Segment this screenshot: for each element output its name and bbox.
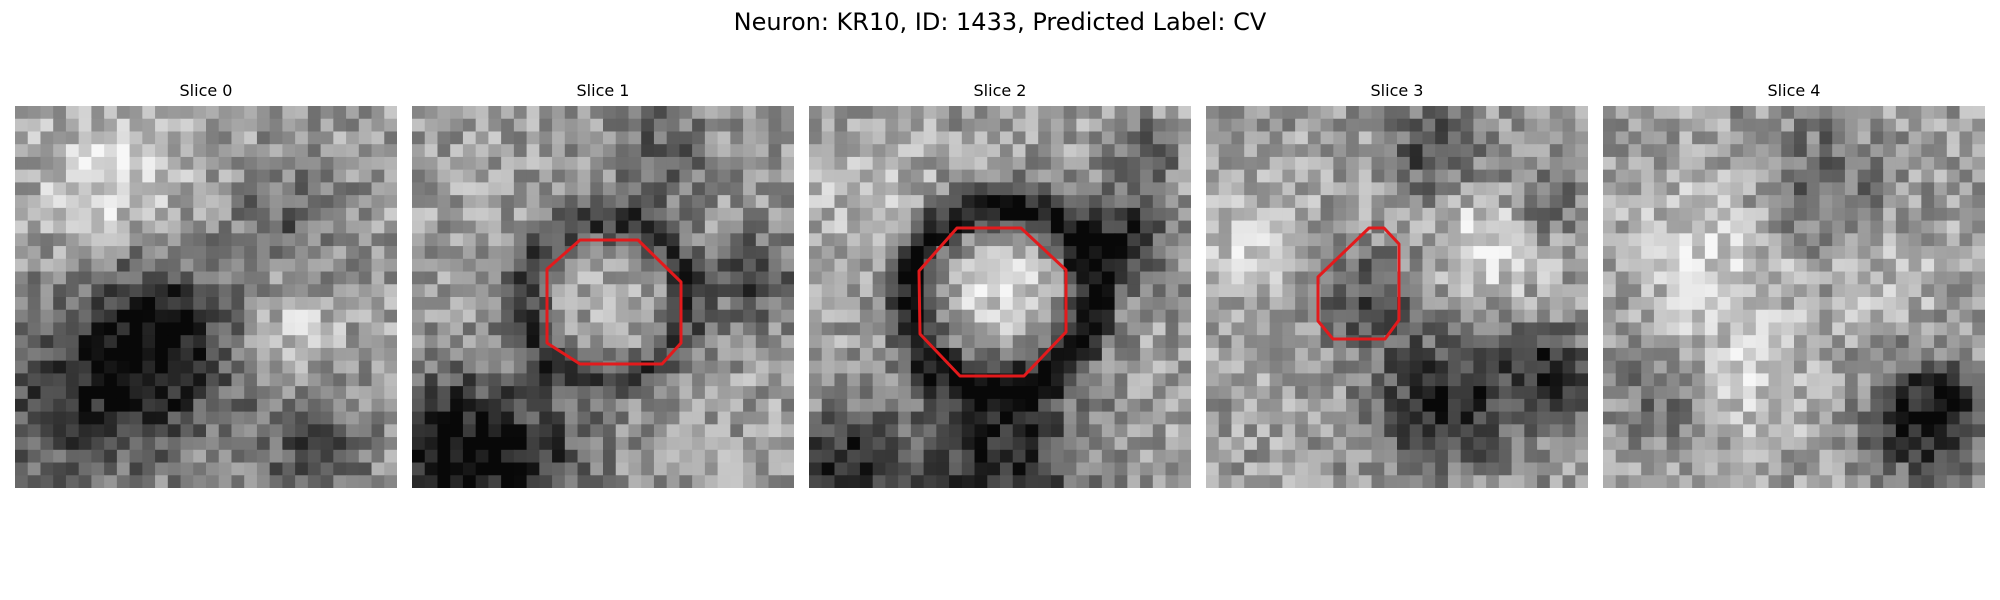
figure-title: Neuron: KR10, ID: 1433, Predicted Label:… bbox=[733, 8, 1267, 36]
roi-outline bbox=[1316, 226, 1401, 341]
slice-title: Slice 2 bbox=[973, 81, 1027, 100]
slice-title: Slice 4 bbox=[1767, 81, 1821, 100]
slice-image bbox=[412, 106, 794, 488]
roi-outline bbox=[545, 238, 683, 366]
slice-image bbox=[1603, 106, 1985, 488]
slice-title: Slice 1 bbox=[576, 81, 630, 100]
roi-outline bbox=[917, 226, 1068, 378]
slice-panel-3: Slice 3 bbox=[1206, 81, 1588, 488]
slice-image bbox=[1206, 106, 1588, 488]
slice-title: Slice 0 bbox=[179, 81, 233, 100]
slice-panel-0: Slice 0 bbox=[15, 81, 397, 488]
slice-panel-4: Slice 4 bbox=[1603, 81, 1985, 488]
slice-panel-1: Slice 1 bbox=[412, 81, 794, 488]
slice-panel-2: Slice 2 bbox=[809, 81, 1191, 488]
slice-image bbox=[809, 106, 1191, 488]
slice-title: Slice 3 bbox=[1370, 81, 1424, 100]
slice-image bbox=[15, 106, 397, 488]
